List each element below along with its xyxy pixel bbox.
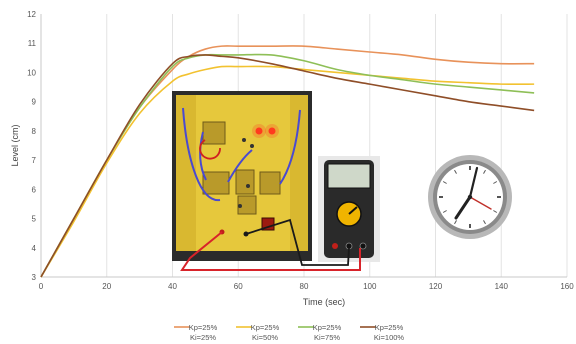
blue-wire-3 <box>227 149 253 183</box>
clock-tick <box>454 169 457 174</box>
photo-overlays <box>172 91 512 271</box>
x-tick-label: 40 <box>168 282 177 291</box>
black-wire <box>245 218 350 266</box>
legend: Kp=25%Ki=25%Kp=25%Ki=50%Kp=25%Ki=75%Kp=2… <box>174 323 404 342</box>
x-tick-label: 80 <box>300 282 309 291</box>
y-tick-label: 3 <box>32 273 37 282</box>
trainer-side-strip <box>176 95 196 251</box>
summing-block <box>237 195 257 215</box>
blue-wire-1 <box>182 107 221 202</box>
red-wire <box>180 231 361 271</box>
clock-tick <box>442 181 447 184</box>
jack-3 <box>246 184 250 188</box>
blue-wire-2 <box>199 131 207 181</box>
x-tick-label: 60 <box>234 282 243 291</box>
x-tick-label: 140 <box>495 282 509 291</box>
x-tick-label: 120 <box>429 282 443 291</box>
clock-hour-ticks <box>439 166 501 228</box>
clock-hour-hand <box>454 195 472 220</box>
clock-center-pin <box>467 194 473 200</box>
clock-second-hand <box>469 196 492 210</box>
series-line-2 <box>40 65 535 278</box>
blue-wire-4 <box>279 109 301 185</box>
jack-1 <box>242 138 246 142</box>
clock-tick <box>493 210 498 213</box>
x-tick-label: 0 <box>39 282 44 291</box>
y-tick-label: 8 <box>32 127 37 136</box>
wall-clock-icon <box>428 155 512 239</box>
y-tick-label: 7 <box>32 156 37 165</box>
legend-label-kp-3: Kp=25% <box>313 323 342 332</box>
clock-tick <box>483 169 486 174</box>
series-line-4 <box>40 54 535 278</box>
y-tick-label: 10 <box>27 68 36 77</box>
power-switch <box>261 217 275 231</box>
multimeter-photo <box>318 156 380 262</box>
clock-tick <box>493 181 498 184</box>
clock-minute-hand <box>468 166 479 199</box>
x-tick-label: 100 <box>363 282 377 291</box>
legend-label-ki-4: Ki=100% <box>374 333 405 342</box>
controller-block <box>202 171 230 195</box>
led-red-2 <box>268 127 276 135</box>
series-line-3 <box>40 53 535 278</box>
legend-label-ki-3: Ki=75% <box>314 333 340 342</box>
legend-label-ki-2: Ki=50% <box>252 333 278 342</box>
legend-label-kp-2: Kp=25% <box>251 323 280 332</box>
multimeter-display <box>327 163 371 189</box>
y-tick-label: 9 <box>32 98 37 107</box>
x-tick-label: 20 <box>102 282 111 291</box>
x-axis-label: Time (sec) <box>303 297 345 307</box>
jack-4 <box>238 204 242 208</box>
multimeter-jack-com <box>359 242 367 250</box>
pump-block <box>202 121 226 145</box>
series-group <box>40 45 535 278</box>
led-glow-1 <box>252 124 266 138</box>
trainer-board-photo <box>172 91 312 261</box>
multimeter-jack-red <box>332 243 338 249</box>
multimeter-dial-pointer <box>348 206 358 215</box>
trainer-side-strip-right <box>290 95 308 251</box>
clock-tick <box>442 210 447 213</box>
y-axis-label: Level (cm) <box>10 124 20 166</box>
clock-tick <box>454 220 457 225</box>
y-tick-label: 6 <box>32 185 37 194</box>
clock-tick <box>483 220 486 225</box>
legend-label-kp-4: Kp=25% <box>375 323 404 332</box>
led-red-1 <box>255 127 263 135</box>
legend-label-ki-1: Ki=25% <box>190 333 216 342</box>
red-arc-mark <box>199 139 221 160</box>
legend-label-kp-1: Kp=25% <box>189 323 218 332</box>
output-block <box>259 171 281 195</box>
jack-2 <box>250 144 254 148</box>
y-tick-label: 11 <box>28 39 37 48</box>
sensor-block <box>235 169 255 195</box>
y-tick-label: 12 <box>27 10 36 19</box>
y-tick-label: 4 <box>32 244 37 253</box>
led-glow-2 <box>265 124 279 138</box>
x-tick-label: 160 <box>560 282 574 291</box>
y-tick-label: 5 <box>32 215 37 224</box>
